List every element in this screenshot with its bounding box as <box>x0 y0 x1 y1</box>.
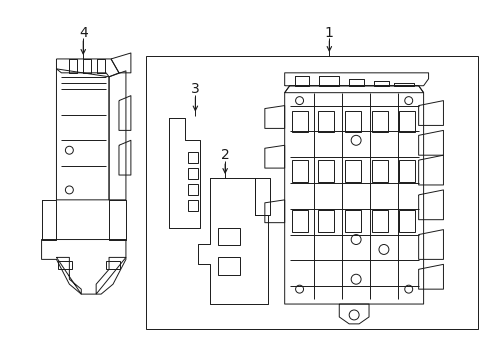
Bar <box>291 160 307 182</box>
Bar <box>188 152 198 163</box>
Bar <box>345 111 360 132</box>
Bar <box>59 261 72 269</box>
Bar <box>398 111 414 132</box>
Text: 1: 1 <box>324 26 333 40</box>
Bar <box>218 257 240 275</box>
Bar <box>106 261 120 269</box>
Text: 2: 2 <box>220 148 229 162</box>
Bar <box>291 111 307 132</box>
Bar <box>398 160 414 182</box>
Bar <box>318 160 334 182</box>
Bar <box>371 111 387 132</box>
Bar <box>371 210 387 231</box>
Bar <box>345 210 360 231</box>
Bar <box>145 56 477 329</box>
Bar <box>318 111 334 132</box>
Bar <box>291 210 307 231</box>
Text: 4: 4 <box>79 26 87 40</box>
Bar <box>188 200 198 211</box>
Bar <box>398 210 414 231</box>
Bar <box>371 160 387 182</box>
Bar <box>318 210 334 231</box>
Bar <box>345 160 360 182</box>
Text: 3: 3 <box>191 82 200 96</box>
Bar <box>218 228 240 246</box>
Bar <box>188 184 198 195</box>
Bar <box>188 168 198 179</box>
